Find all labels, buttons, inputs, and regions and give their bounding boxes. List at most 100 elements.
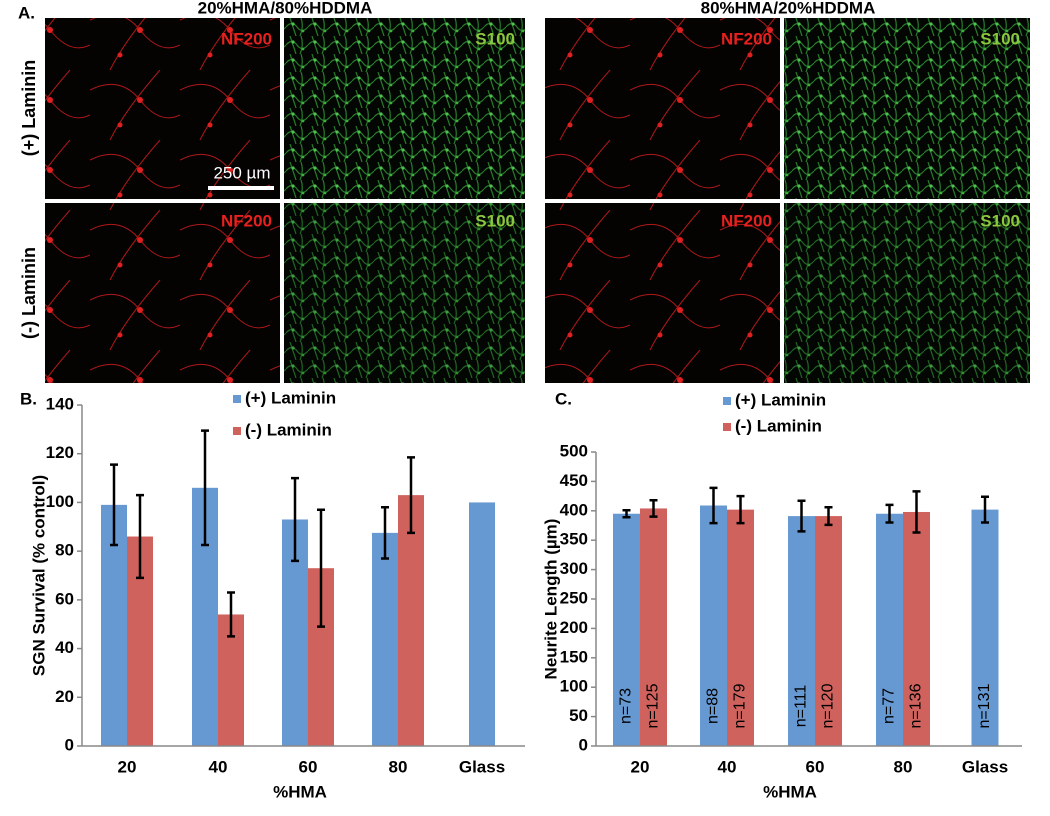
x-axis-title: %HMA bbox=[763, 782, 817, 801]
y-tick-label: 250 bbox=[560, 588, 588, 607]
error-bar bbox=[824, 506, 833, 527]
legend-label: (+) Laminin bbox=[735, 390, 826, 409]
y-tick-label: 50 bbox=[569, 706, 588, 725]
scale-bar-label: 250 µm bbox=[213, 163, 270, 182]
error-bar bbox=[709, 486, 718, 525]
row-label: (+) Laminin bbox=[19, 60, 39, 157]
n-label: n=88 bbox=[705, 688, 722, 724]
column-title: 20%HMA/80%HDDMA bbox=[198, 0, 373, 17]
y-tick-label: 0 bbox=[65, 735, 74, 754]
y-tick-label: 350 bbox=[560, 530, 588, 549]
x-tick-label: 40 bbox=[718, 757, 737, 776]
x-tick-label: 40 bbox=[209, 757, 228, 776]
image bbox=[545, 203, 780, 383]
x-tick-label: 20 bbox=[631, 757, 650, 776]
micrographs bbox=[45, 18, 1030, 383]
n-label: n=120 bbox=[820, 683, 837, 728]
bar bbox=[815, 516, 842, 746]
error-bar bbox=[407, 456, 415, 535]
n-label: n=73 bbox=[618, 688, 635, 724]
x-tick-label: 60 bbox=[806, 757, 825, 776]
stain-label: NF200 bbox=[221, 29, 272, 48]
y-tick-label: 300 bbox=[560, 559, 588, 578]
n-label: n=179 bbox=[732, 683, 749, 728]
error-bar bbox=[227, 591, 235, 638]
stain-label: NF200 bbox=[221, 211, 272, 230]
bar bbox=[613, 513, 640, 746]
stain-label: S100 bbox=[475, 211, 515, 230]
image bbox=[284, 203, 525, 383]
x-tick-label: Glass bbox=[459, 757, 505, 776]
image bbox=[545, 18, 780, 199]
bar bbox=[469, 502, 495, 746]
x-axis-title: %HMA bbox=[273, 782, 327, 801]
x-tick-label: Glass bbox=[962, 757, 1008, 776]
bar bbox=[372, 532, 398, 746]
x-tick-label: 60 bbox=[299, 757, 318, 776]
legend-swatch bbox=[233, 395, 241, 403]
n-label: n=111 bbox=[793, 685, 810, 728]
stain-label: S100 bbox=[475, 29, 515, 48]
error-bar bbox=[110, 463, 118, 547]
y-tick-label: 450 bbox=[560, 471, 588, 490]
bar bbox=[903, 511, 930, 746]
y-tick-label: 100 bbox=[560, 677, 588, 696]
y-tick-label: 80 bbox=[55, 541, 74, 560]
x-tick-label: 80 bbox=[389, 757, 408, 776]
y-tick-label: 60 bbox=[55, 589, 74, 608]
legend-swatch bbox=[723, 423, 731, 431]
error-bar bbox=[136, 493, 144, 580]
y-tick-label: 150 bbox=[560, 647, 588, 666]
legend-swatch bbox=[233, 427, 241, 435]
error-bar bbox=[381, 506, 389, 560]
n-label: n=77 bbox=[881, 688, 898, 724]
error-bar bbox=[291, 476, 299, 563]
image bbox=[784, 203, 1030, 383]
n-label: n=125 bbox=[645, 683, 662, 728]
scale-bar bbox=[208, 186, 274, 190]
image bbox=[284, 18, 525, 199]
bar bbox=[788, 516, 815, 746]
y-tick-label: 120 bbox=[46, 443, 74, 462]
n-label: n=131 bbox=[976, 683, 993, 728]
error-bar bbox=[736, 494, 745, 525]
bar bbox=[398, 495, 424, 746]
y-tick-label: 200 bbox=[560, 618, 588, 637]
image bbox=[784, 18, 1030, 199]
y-axis-title: SGN Survival (% control) bbox=[29, 475, 48, 676]
x-tick-label: 20 bbox=[118, 757, 137, 776]
y-tick-label: 100 bbox=[46, 492, 74, 511]
y-tick-label: 0 bbox=[579, 735, 588, 754]
y-tick-label: 40 bbox=[55, 638, 74, 657]
error-bar bbox=[649, 498, 658, 518]
stain-label: NF200 bbox=[721, 211, 772, 230]
image bbox=[45, 18, 280, 199]
column-title: 80%HMA/20%HDDMA bbox=[701, 0, 876, 17]
stain-label: S100 bbox=[980, 211, 1020, 230]
legend-label: (-) Laminin bbox=[245, 420, 332, 439]
y-axis-title: Neurite Length (µm) bbox=[541, 519, 560, 680]
stain-label: S100 bbox=[980, 29, 1020, 48]
y-tick-label: 140 bbox=[46, 394, 74, 413]
error-bar bbox=[912, 490, 921, 534]
error-bar bbox=[622, 508, 631, 519]
error-bar bbox=[885, 503, 894, 524]
panel-label: C. bbox=[555, 389, 572, 408]
bar bbox=[640, 508, 667, 746]
legend-label: (-) Laminin bbox=[735, 416, 822, 435]
y-tick-label: 20 bbox=[55, 687, 74, 706]
legend-swatch bbox=[723, 397, 731, 405]
x-tick-label: 80 bbox=[894, 757, 913, 776]
n-label: n=136 bbox=[908, 683, 925, 728]
panel-label: B. bbox=[20, 389, 37, 408]
bar bbox=[727, 509, 754, 746]
bar bbox=[971, 509, 999, 746]
bar bbox=[700, 505, 727, 746]
panel-label: A. bbox=[18, 3, 35, 22]
error-bar bbox=[201, 429, 209, 547]
error-bar bbox=[981, 495, 989, 524]
row-label: (-) Laminin bbox=[19, 247, 39, 339]
image bbox=[45, 203, 280, 383]
y-tick-label: 500 bbox=[560, 441, 588, 460]
